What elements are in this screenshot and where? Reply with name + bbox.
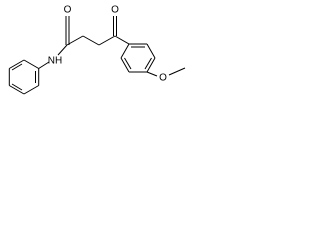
bond <box>114 35 130 45</box>
atom-label: NH <box>48 56 62 67</box>
bond <box>66 35 84 46</box>
bond <box>146 57 156 73</box>
atom-label: O <box>159 73 167 84</box>
bond <box>146 43 156 59</box>
structure-diagram: O O NH O <box>8 5 186 95</box>
page: {"atoms": [{"label": "O"}, {"label": "O"… <box>0 0 189 97</box>
bond <box>11 63 23 71</box>
bond <box>11 83 23 91</box>
bond <box>38 61 50 69</box>
atom-label: O <box>111 5 119 16</box>
bond <box>57 44 68 56</box>
bond <box>146 71 158 77</box>
bond <box>124 57 132 70</box>
bond <box>23 59 39 69</box>
bond <box>120 43 130 59</box>
bond <box>9 85 25 95</box>
bond <box>144 57 152 70</box>
atom-label: O <box>64 5 72 16</box>
bond <box>168 67 186 76</box>
bond <box>98 35 116 46</box>
bond <box>82 35 100 46</box>
bonds <box>8 16 186 95</box>
bond <box>9 59 25 69</box>
bond <box>120 57 130 73</box>
bond <box>23 85 39 95</box>
